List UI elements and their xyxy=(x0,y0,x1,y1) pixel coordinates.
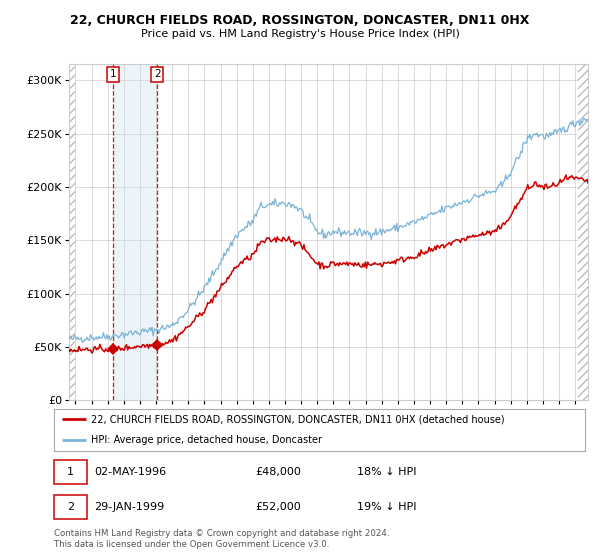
Text: 02-MAY-1996: 02-MAY-1996 xyxy=(94,467,166,477)
Text: 22, CHURCH FIELDS ROAD, ROSSINGTON, DONCASTER, DN11 0HX: 22, CHURCH FIELDS ROAD, ROSSINGTON, DONC… xyxy=(70,14,530,27)
Text: Contains HM Land Registry data © Crown copyright and database right 2024.
This d: Contains HM Land Registry data © Crown c… xyxy=(54,529,389,549)
Text: HPI: Average price, detached house, Doncaster: HPI: Average price, detached house, Donc… xyxy=(91,435,322,445)
Text: £52,000: £52,000 xyxy=(256,502,302,512)
Text: 1: 1 xyxy=(110,69,116,80)
Text: Price paid vs. HM Land Registry's House Price Index (HPI): Price paid vs. HM Land Registry's House … xyxy=(140,29,460,39)
Text: £48,000: £48,000 xyxy=(256,467,302,477)
Bar xyxy=(578,64,588,400)
Bar xyxy=(113,64,157,400)
Text: 1: 1 xyxy=(67,467,74,477)
Text: 2: 2 xyxy=(67,502,74,512)
Text: 29-JAN-1999: 29-JAN-1999 xyxy=(94,502,164,512)
FancyBboxPatch shape xyxy=(54,460,87,484)
Text: 2: 2 xyxy=(154,69,161,80)
Text: 19% ↓ HPI: 19% ↓ HPI xyxy=(356,502,416,512)
FancyBboxPatch shape xyxy=(54,495,87,519)
Bar xyxy=(69,64,76,400)
Text: 22, CHURCH FIELDS ROAD, ROSSINGTON, DONCASTER, DN11 0HX (detached house): 22, CHURCH FIELDS ROAD, ROSSINGTON, DONC… xyxy=(91,414,505,424)
Text: 18% ↓ HPI: 18% ↓ HPI xyxy=(356,467,416,477)
